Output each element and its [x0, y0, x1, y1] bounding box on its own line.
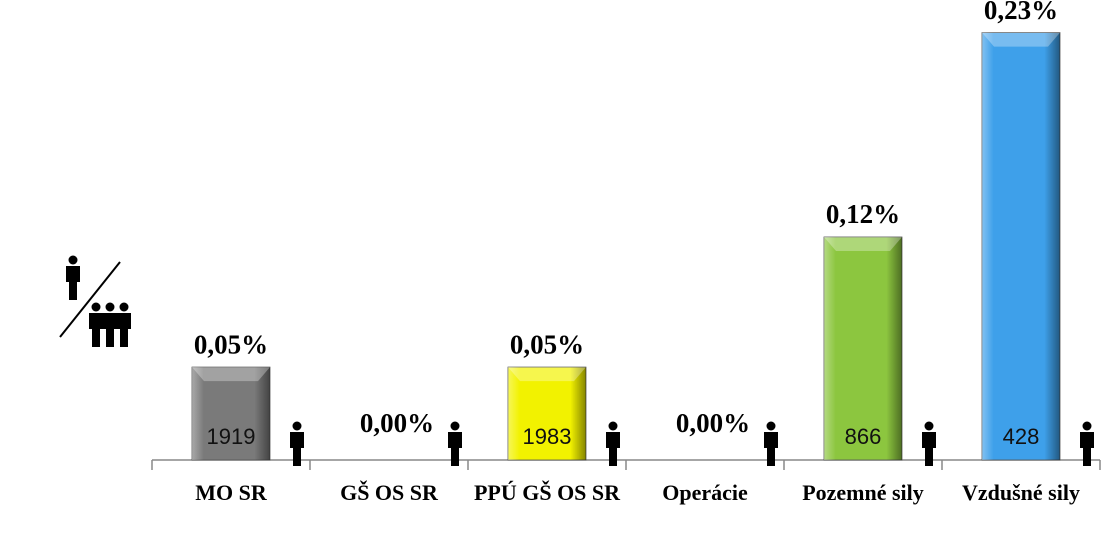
value-label: 0,00% [360, 408, 434, 438]
bar-bevel [508, 367, 586, 382]
category-label: Operácie [662, 480, 748, 505]
bar-shade [824, 237, 902, 460]
value-label: 0,05% [510, 329, 584, 359]
legend-icon [59, 255, 131, 347]
count-label: 866 [845, 424, 882, 449]
count-label: 1919 [207, 424, 256, 449]
category-label: Pozemné sily [802, 480, 924, 505]
category-label: MO SR [195, 480, 267, 505]
bar-shade [982, 32, 1060, 460]
bar-bevel [824, 237, 902, 251]
bar-bevel [982, 32, 1060, 47]
bar-bevel [192, 367, 270, 382]
bar-shade [192, 367, 270, 460]
bar-shade [508, 367, 586, 460]
category-label: Vzdušné sily [962, 480, 1080, 505]
count-label: 428 [1003, 424, 1040, 449]
value-label: 0,00% [676, 408, 750, 438]
value-label: 0,23% [984, 0, 1058, 25]
category-label: PPÚ GŠ OS SR [473, 480, 621, 505]
count-label: 1983 [523, 424, 572, 449]
category-label: GŠ OS SR [340, 480, 438, 505]
value-label: 0,05% [194, 329, 268, 359]
value-label: 0,12% [826, 199, 900, 229]
